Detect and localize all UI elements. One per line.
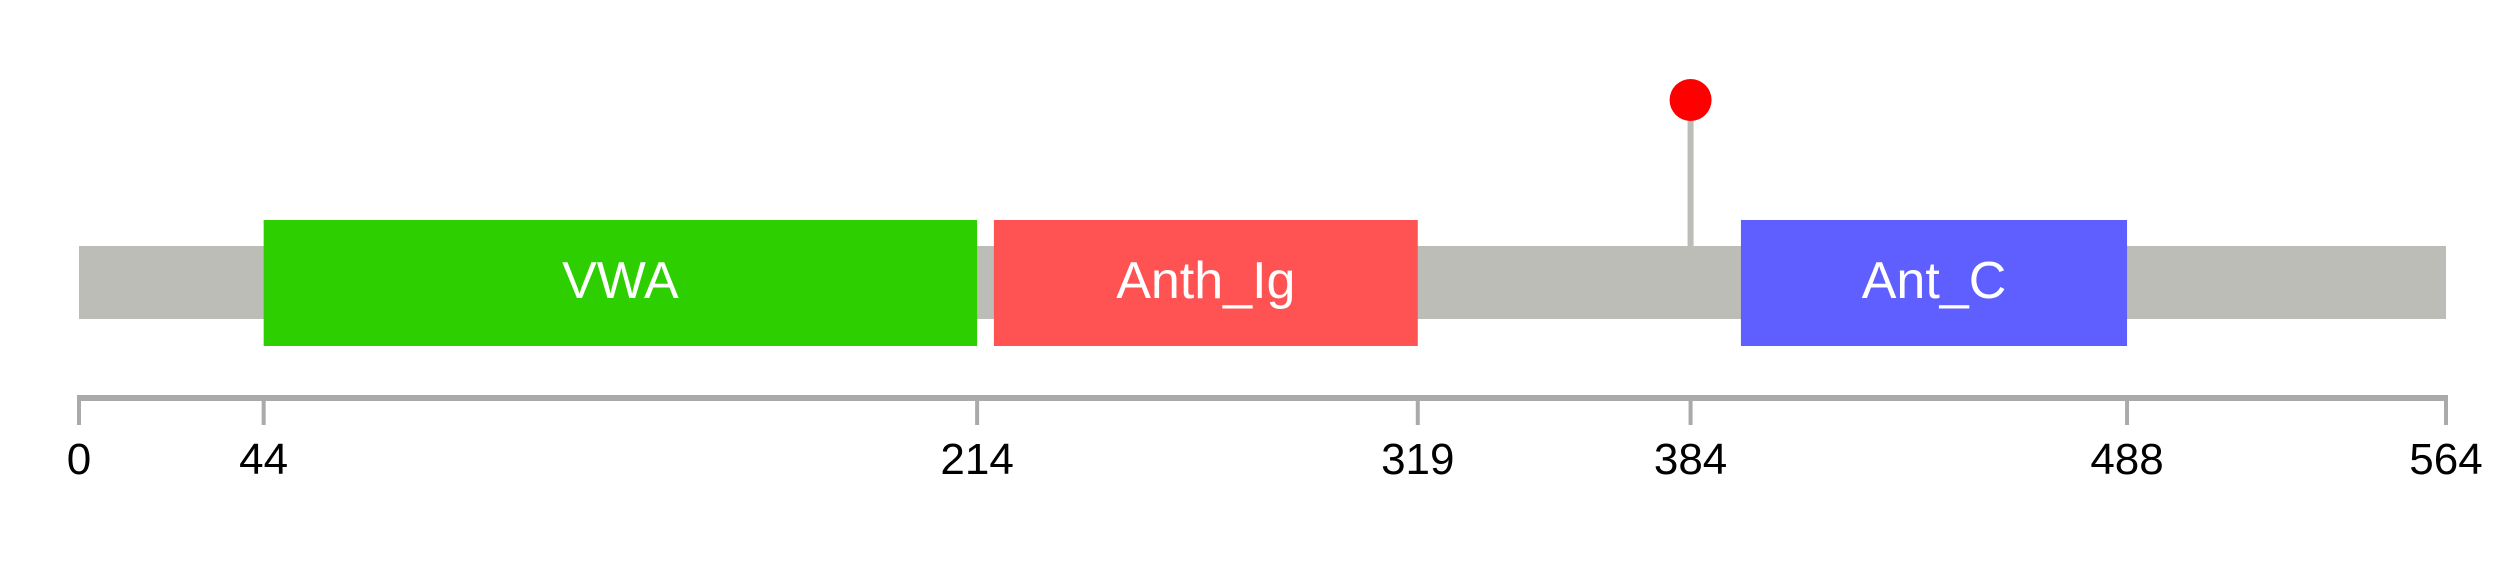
domain-ant-c	[1740, 220, 2128, 346]
axis-tick-label: 44	[239, 435, 288, 484]
domain-label: VWA	[562, 252, 679, 310]
axis-tick-label: 384	[1654, 435, 1727, 484]
domain-vwa	[263, 220, 978, 346]
axis-tick-label: 214	[940, 435, 1013, 484]
axis-tick-label: 488	[2090, 435, 2163, 484]
axis-tick-label: 0	[67, 435, 91, 484]
domain-anth-ig	[993, 220, 1418, 346]
axis-tick-label: 564	[2409, 435, 2482, 484]
axis-tick-label: 319	[1381, 435, 1454, 484]
domain-label: Anth_Ig	[1116, 252, 1295, 310]
mutation-marker	[1669, 79, 1712, 121]
axis-line	[77, 395, 2448, 401]
domain-label: Ant_C	[1862, 252, 2007, 310]
